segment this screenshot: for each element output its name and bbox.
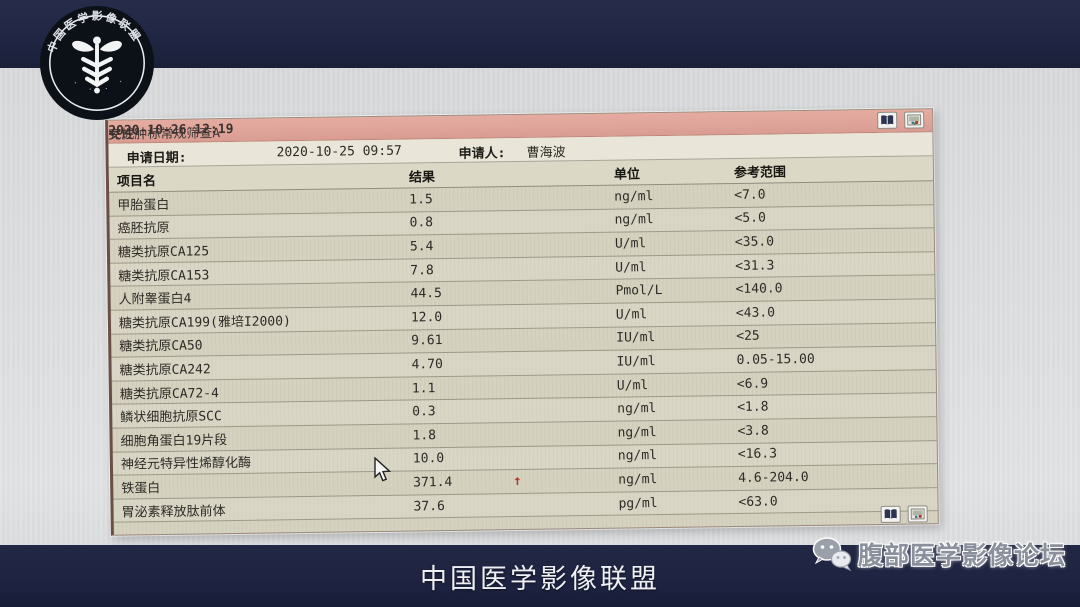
open-book-icon[interactable]	[877, 111, 898, 129]
item-unit: pg/ml	[618, 495, 658, 512]
report-image-icon[interactable]	[904, 111, 925, 129]
item-range: <3.8	[737, 423, 769, 439]
item-result: 7.8	[410, 262, 434, 279]
item-name: 糖类抗原CA199(雅培I2000)	[118, 313, 291, 332]
selected-record-row[interactable]: 2020-10-26 12:19 女性肿标常规筛查A 完成	[108, 109, 933, 144]
item-unit: U/ml	[615, 259, 647, 276]
item-result: 9.61	[411, 333, 443, 349]
col-range: 参考范围	[733, 164, 787, 181]
up-arrow-flag	[513, 456, 618, 457]
up-arrow-flag	[509, 197, 614, 198]
record-status: 完成	[108, 127, 135, 143]
up-arrow-flag	[511, 315, 616, 316]
col-item-name: 项目名	[116, 173, 157, 190]
item-result: 1.1	[411, 380, 436, 397]
item-unit: ng/ml	[614, 212, 654, 229]
item-range: 0.05-15.00	[736, 351, 815, 368]
item-name: 铁蛋白	[121, 480, 161, 497]
item-name: 甲胎蛋白	[117, 197, 170, 214]
item-result: 0.8	[409, 215, 434, 231]
item-name: 人附睾蛋白4	[118, 291, 192, 308]
item-result: 10.0	[412, 451, 445, 467]
item-range: <6.9	[736, 376, 769, 392]
col-unit: 单位	[613, 166, 641, 183]
item-range: <31.3	[735, 258, 775, 274]
up-arrow-flag	[512, 386, 617, 387]
item-name: 胃泌素释放肽前体	[121, 503, 226, 521]
watermark-text: 腹部医学影像论坛	[857, 541, 1066, 570]
item-unit: ng/ml	[617, 448, 658, 464]
item-name: 细胞角蛋白19片段	[120, 432, 228, 450]
up-arrow-flag	[510, 244, 615, 245]
item-result: 44.5	[410, 286, 442, 302]
item-result: 37.6	[413, 498, 445, 515]
apply-date-value: 2020-10-25 09:57	[276, 143, 402, 161]
item-range: <5.0	[734, 210, 766, 227]
item-unit: U/ml	[614, 236, 647, 252]
up-arrow-flag	[511, 291, 616, 292]
item-range: <140.0	[735, 281, 783, 298]
col-flag-spacer	[509, 173, 614, 174]
applicant-value: 曹海波	[526, 145, 566, 161]
item-result: 0.3	[412, 404, 436, 420]
up-arrow-flag	[510, 221, 615, 222]
up-arrow-flag: ↑	[513, 473, 522, 490]
item-name: 鳞状细胞抗原SCC	[120, 409, 222, 426]
col-result: 结果	[408, 169, 436, 186]
up-arrow-flag	[514, 504, 619, 505]
top-navy-bar	[0, 0, 1080, 68]
banner-title: 中国医学影像联盟	[420, 563, 660, 595]
results-rows: 甲胎蛋白 1.5 ng/ml <7.0 癌胚抗原 0.8 ng/ml <5.0 …	[109, 181, 938, 523]
item-result: 1.8	[412, 427, 437, 444]
item-unit: IU/ml	[616, 330, 656, 346]
item-unit: ng/ml	[614, 188, 654, 205]
open-book-icon[interactable]	[880, 505, 901, 523]
item-range: <43.0	[735, 305, 776, 321]
item-name: 糖类抗原CA72-4	[119, 385, 220, 403]
item-unit: ng/ml	[617, 401, 657, 417]
wechat-icon	[812, 537, 852, 572]
item-name: 糖类抗原CA125	[117, 244, 210, 261]
mouse-pointer-icon	[372, 456, 394, 487]
item-result: 5.4	[409, 239, 434, 255]
item-name: 神经元特异性烯醇化酶	[120, 456, 252, 473]
item-range: <25	[736, 328, 760, 345]
item-range: 4.6-204.0	[738, 469, 809, 486]
up-arrow-flag	[512, 409, 617, 410]
item-range: <16.3	[737, 446, 778, 463]
item-range: <35.0	[734, 234, 775, 250]
item-unit: IU/ml	[616, 354, 656, 370]
up-arrow-flag	[513, 433, 618, 434]
item-result: 4.70	[411, 357, 443, 373]
bottom-navy-bar: 中国医学影像联盟	[0, 545, 1080, 607]
forum-watermark: 腹部医学影像论坛	[812, 536, 1066, 572]
item-unit: U/ml	[615, 306, 648, 323]
alliance-logo: 中国医学影像联盟 · · · · ·	[34, 0, 156, 122]
item-name: 糖类抗原CA50	[119, 338, 203, 355]
item-name: 糖类抗原CA242	[119, 362, 211, 379]
item-unit: Pmol/L	[615, 283, 663, 299]
item-unit: ng/ml	[617, 424, 657, 441]
caduceus-icon: 中国医学影像联盟 · · · · ·	[34, 0, 155, 121]
item-name: 癌胚抗原	[117, 221, 170, 237]
report-image-icon[interactable]	[907, 505, 928, 523]
item-range: <1.8	[737, 399, 769, 416]
applicant-label: 申请人:	[458, 146, 506, 162]
item-name: 糖类抗原CA153	[118, 267, 210, 285]
lab-report-window: 2020-10-26 12:19 女性肿标常规筛查A 完成 申请日期: 2020…	[105, 108, 939, 536]
item-unit: U/ml	[616, 377, 649, 394]
item-result: 371.4	[413, 474, 453, 491]
up-arrow-flag	[511, 338, 616, 339]
item-result: 1.5	[409, 191, 433, 208]
up-arrow-flag	[512, 362, 617, 363]
apply-date-label: 申请日期:	[126, 150, 187, 167]
item-result: 12.0	[410, 309, 443, 326]
item-unit: ng/ml	[618, 472, 658, 488]
up-arrow-flag	[510, 268, 615, 269]
item-range: <7.0	[734, 187, 766, 203]
